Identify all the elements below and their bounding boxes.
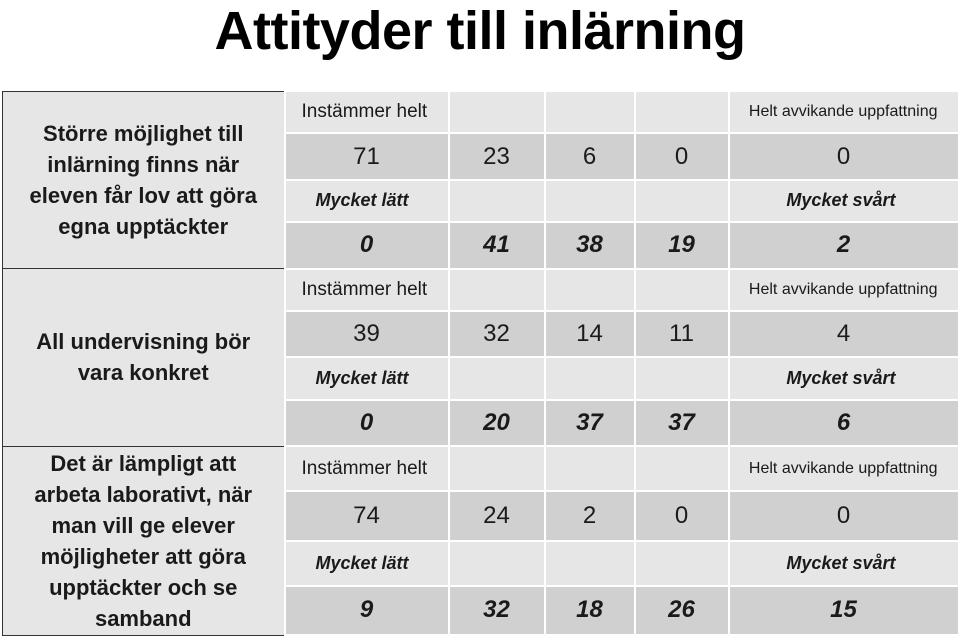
difficulty-value: 19 [633,221,730,270]
agree-values-row: 39 32 14 11 4 [3,309,960,359]
difficulty-value: 0 [283,221,450,270]
difficulty-value: 0 [283,398,450,448]
agree-value: 71 [283,132,450,181]
difficulty-value: 41 [447,221,546,270]
agree-value: 2 [543,490,636,542]
difficulty-value: 37 [543,398,636,448]
agree-value: 23 [447,132,546,181]
statement-2-text: All undervisning bör vara konkret [2,268,285,447]
difficulty-label-row: Mycket lätt Mycket svårt [3,178,960,224]
agree-value: 24 [447,490,546,542]
agree-value: 0 [633,132,730,181]
agree-value: 4 [727,309,960,359]
hard-label: Mycket svårt [727,539,960,587]
page-title: Attityder till inlärning [214,1,746,61]
statement-1-text: Större möjlighet till inlärning finns nä… [2,90,285,270]
difficulty-label-row: Mycket lätt Mycket svårt [3,356,960,401]
agree-label: Instämmer helt [283,267,450,312]
agree-values-row: 74 24 2 0 0 [3,490,960,542]
agree-value: 74 [283,490,450,542]
agree-label-row: All undervisning bör vara konkret Instäm… [2,267,960,447]
difficulty-values-row: 0 20 37 37 6 [3,398,960,448]
difficulty-value: 38 [543,221,636,270]
disagree-label: Helt avvikande uppfattning [727,267,960,312]
agree-label: Instämmer helt [283,445,450,493]
agree-value: 14 [543,309,636,359]
difficulty-value: 18 [543,584,636,637]
attitude-table: Större möjlighet till inlärning finns nä… [2,89,960,637]
difficulty-value: 9 [283,584,450,637]
agree-value: 6 [543,132,636,181]
difficulty-value: 26 [633,584,730,637]
difficulty-value: 15 [727,584,960,637]
agree-values-row: 71 23 6 0 0 [3,132,960,181]
agree-value: 32 [447,309,546,359]
difficulty-values-row: 9 32 18 26 15 [3,584,960,637]
agree-label-row: Större möjlighet till inlärning finns nä… [2,89,960,270]
difficulty-value: 32 [447,584,546,637]
difficulty-value: 20 [447,398,546,448]
easy-label: Mycket lätt [283,356,450,401]
statement-3-text: Det är lämpligt att arbeta laborativt, n… [2,445,285,636]
easy-label: Mycket lätt [283,539,450,587]
difficulty-values-row: 0 41 38 19 2 [3,221,960,270]
hard-label: Mycket svårt [727,178,960,224]
agree-value: 0 [633,490,730,542]
disagree-label: Helt avvikande uppfattning [727,89,960,135]
hard-label: Mycket svårt [727,356,960,401]
agree-value: 11 [633,309,730,359]
agree-value: 39 [283,309,450,359]
agree-label: Instämmer helt [283,89,450,135]
disagree-label: Helt avvikande uppfattning [727,445,960,493]
agree-value: 0 [727,132,960,181]
difficulty-label-row: Mycket lätt Mycket svårt [3,539,960,587]
agree-label-row: Det är lämpligt att arbeta laborativt, n… [2,445,960,636]
difficulty-value: 6 [727,398,960,448]
agree-value: 0 [727,490,960,542]
difficulty-value: 37 [633,398,730,448]
difficulty-value: 2 [727,221,960,270]
easy-label: Mycket lätt [283,178,450,224]
